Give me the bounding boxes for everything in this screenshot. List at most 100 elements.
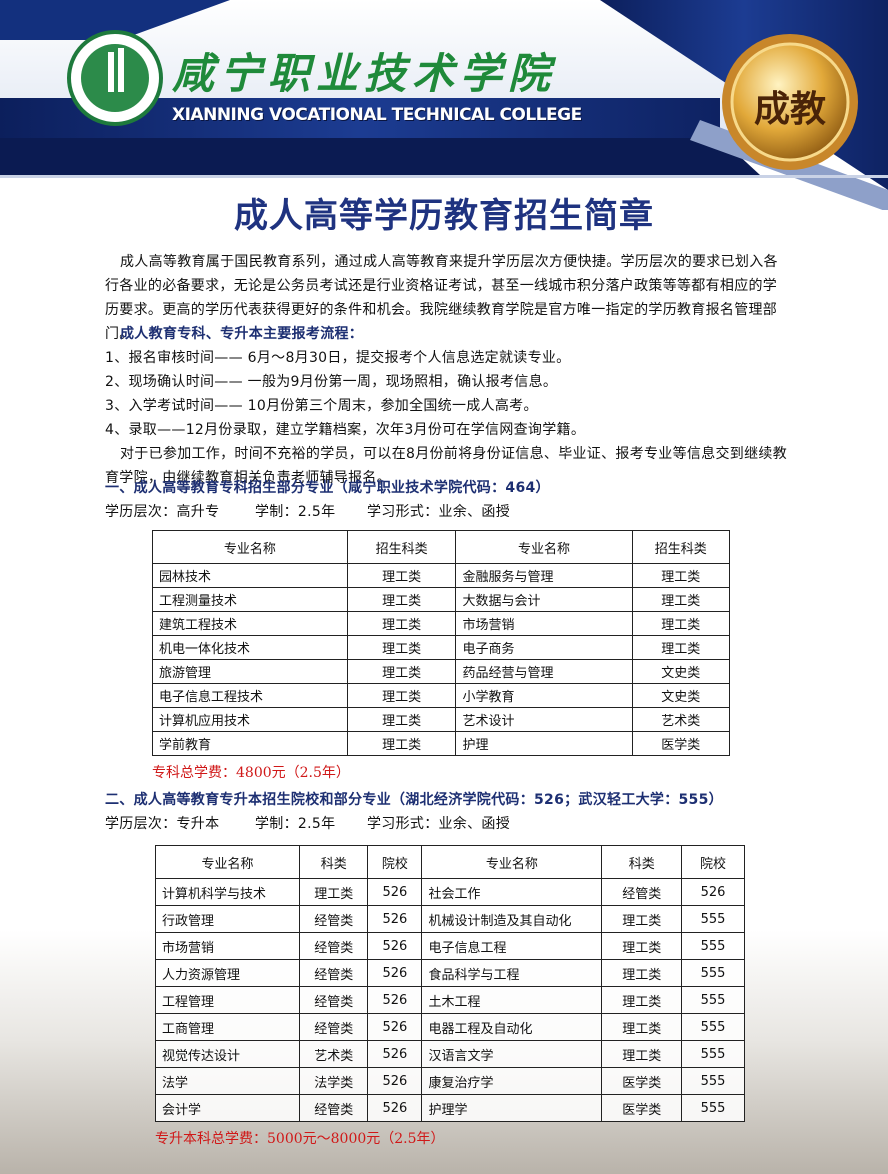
table-cell: 理工类: [601, 959, 683, 987]
table-cell: 视觉传达设计: [154, 1040, 301, 1068]
column-header: 专业名称: [421, 845, 603, 879]
table-cell: 社会工作: [421, 878, 603, 906]
table-cell: 机电一体化技术: [152, 635, 348, 660]
table-cell: 医学类: [631, 731, 731, 756]
meta-item: 学制：2.5年: [255, 816, 336, 832]
table-cell: 理工类: [601, 905, 683, 933]
table-cell: 理工类: [346, 683, 457, 708]
table-cell: 法学类: [299, 1067, 369, 1095]
table-cell: 土木工程: [421, 986, 603, 1014]
table-cell: 经管类: [299, 959, 369, 987]
process-steps: 1、报名审核时间—— 6月～8月30日，提交报考个人信息选定就读专业。 2、现场…: [105, 346, 585, 442]
table-cell: 526: [367, 905, 423, 933]
college-name-cn: 咸宁职业技术学院: [172, 49, 557, 98]
table-cell: 旅游管理: [152, 659, 348, 684]
table-row: 会计学 经管类 526 护理学 医学类 555: [154, 1094, 745, 1122]
table-cell: 555: [681, 905, 745, 933]
table-cell: 555: [681, 1067, 745, 1095]
table-cell: 经管类: [299, 1013, 369, 1041]
table-cell: 理工类: [346, 563, 457, 588]
table-cell: 法学: [154, 1067, 301, 1095]
step: 4、录取——12月份录取，建立学籍档案，次年3月份可在学信网查询学籍。: [105, 422, 586, 438]
table-row: 建筑工程技术 理工类 市场营销 理工类: [152, 611, 731, 636]
table-cell: 药品经营与管理: [455, 659, 633, 684]
table-cell: 526: [367, 1040, 423, 1068]
table-cell: 526: [367, 1067, 423, 1095]
table-cell: 工商管理: [154, 1013, 301, 1041]
table-cell: 526: [681, 878, 745, 906]
section-meta: 学历层次：高升专 学制：2.5年 学习形式：业余、函授: [105, 500, 510, 524]
table-cell: 护理学: [421, 1094, 603, 1122]
table-row: 工程管理 经管类 526 土木工程 理工类 555: [154, 986, 745, 1014]
section-heading: 一、成人高等教育专科招生部分专业（咸宁职业技术学院代码：464）: [105, 480, 550, 496]
table-cell: 园林技术: [152, 563, 348, 588]
column-header: 科类: [601, 845, 683, 879]
table-cell: 理工类: [346, 659, 457, 684]
table-cell: 金融服务与管理: [455, 563, 633, 588]
table-cell: 理工类: [346, 635, 457, 660]
table-cell: 理工类: [601, 932, 683, 960]
table-cell: 文史类: [631, 683, 731, 708]
section-meta: 学历层次：专升本 学制：2.5年 学习形式：业余、函授: [105, 812, 510, 836]
meta-item: 学历层次：高升专: [105, 504, 220, 520]
table-cell: 医学类: [601, 1094, 683, 1122]
table-cell: 人力资源管理: [154, 959, 301, 987]
table-cell: 555: [681, 932, 745, 960]
table-cell: 理工类: [346, 587, 457, 612]
table-cell: 555: [681, 1094, 745, 1122]
table-cell: 理工类: [631, 611, 731, 636]
table-cell: 会计学: [154, 1094, 301, 1122]
table-row: 法学 法学类 526 康复治疗学 医学类 555: [154, 1067, 745, 1095]
column-header: 院校: [681, 845, 745, 879]
table-cell: 理工类: [631, 635, 731, 660]
process-note: 对于已参加工作，时间不充裕的学员，可以在8月份前将身份证信息、毕业证、报考专业等…: [105, 446, 788, 486]
column-header: 招生科类: [631, 530, 731, 564]
table-cell: 526: [367, 1094, 423, 1122]
table-cell: 工程管理: [154, 986, 301, 1014]
table-cell: 大数据与会计: [455, 587, 633, 612]
table-cell: 艺术设计: [455, 707, 633, 732]
table-cell: 526: [367, 932, 423, 960]
table-cell: 经管类: [299, 932, 369, 960]
table-cell: 理工类: [299, 878, 369, 906]
header-row: 专业名称 招生科类 专业名称 招生科类: [152, 530, 731, 564]
table-row: 电子信息工程技术 理工类 小学教育 文史类: [152, 683, 731, 708]
table-cell: 经管类: [299, 986, 369, 1014]
step: 1、报名审核时间—— 6月～8月30日，提交报考个人信息选定就读专业。: [105, 350, 571, 366]
table-cell: 护理: [455, 731, 633, 756]
table-cell: 小学教育: [455, 683, 633, 708]
table-cell: 经管类: [299, 1094, 369, 1122]
table-cell: 526: [367, 878, 423, 906]
badge: 成教: [753, 89, 826, 130]
table-cell: 555: [681, 959, 745, 987]
step: 3、入学考试时间—— 10月份第三个周末，参加全国统一成人高考。: [105, 398, 538, 414]
table-cell: 经管类: [601, 878, 683, 906]
table-cell: 学前教育: [152, 731, 348, 756]
meta-item: 学制：2.5年: [255, 504, 336, 520]
table-row: 行政管理 经管类 526 机械设计制造及其自动化 理工类 555: [154, 905, 745, 933]
table-row: 工程测量技术 理工类 大数据与会计 理工类: [152, 587, 731, 612]
column-header: 院校: [367, 845, 423, 879]
column-header: 专业名称: [455, 530, 633, 564]
table-cell: 理工类: [631, 563, 731, 588]
table-row: 视觉传达设计 艺术类 526 汉语言文学 理工类 555: [154, 1040, 745, 1068]
meta-item: 学习形式：业余、函授: [367, 816, 510, 832]
table-cell: 市场营销: [154, 932, 301, 960]
table-row: 人力资源管理 经管类 526 食品科学与工程 理工类 555: [154, 959, 745, 987]
table-cell: 电子信息工程技术: [152, 683, 348, 708]
column-header: 专业名称: [154, 845, 301, 879]
table-cell: 555: [681, 1013, 745, 1041]
table-row: 市场营销 经管类 526 电子信息工程 理工类 555: [154, 932, 745, 960]
table-cell: 艺术类: [631, 707, 731, 732]
table-cell: 526: [367, 986, 423, 1014]
table-cell: 汉语言文学: [421, 1040, 603, 1068]
table-cell: 526: [367, 959, 423, 987]
step: 2、现场确认时间—— 一般为9月份第一周，现场照相，确认报考信息。: [105, 374, 558, 390]
table-cell: 理工类: [601, 1040, 683, 1068]
table-cell: 计算机科学与技术: [154, 878, 301, 906]
section-heading: 二、成人高等教育专升本招生院校和部分专业（湖北经济学院代码：526；武汉轻工大学…: [105, 792, 723, 808]
column-header: 专业名称: [152, 530, 348, 564]
table-cell: 理工类: [346, 707, 457, 732]
table-row: 计算机科学与技术 理工类 526 社会工作 经管类 526: [154, 878, 745, 906]
